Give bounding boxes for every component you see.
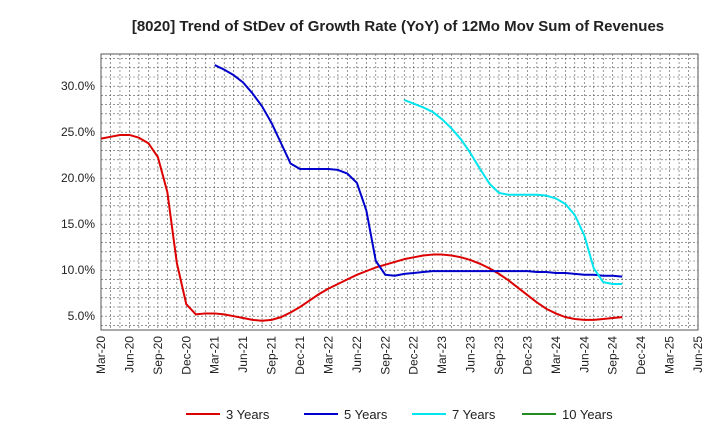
x-tick-label: Dec-21	[293, 336, 307, 375]
legend-label: 10 Years	[562, 407, 613, 422]
legend-label: 3 Years	[226, 407, 270, 422]
x-tick-label: Mar-23	[435, 336, 449, 374]
x-tick-label: Jun-21	[236, 336, 250, 373]
plot-frame	[100, 53, 699, 331]
legend-label: 5 Years	[344, 407, 388, 422]
x-tick-label: Mar-20	[94, 336, 108, 374]
series-line-7-years	[403, 99, 623, 285]
y-tick-label: 10.0%	[61, 263, 95, 277]
legend-label: 7 Years	[452, 407, 496, 422]
x-tick-label: Dec-22	[407, 336, 421, 375]
y-tick-label: 25.0%	[61, 125, 95, 139]
x-tick-label: Mar-21	[208, 336, 222, 374]
y-tick-label: 30.0%	[61, 79, 95, 93]
x-tick-label: Dec-24	[634, 336, 648, 375]
y-tick-label: 5.0%	[68, 309, 96, 323]
y-tick-label: 20.0%	[61, 171, 95, 185]
series-line-5-years	[214, 64, 623, 278]
chart-title: [8020] Trend of StDev of Growth Rate (Yo…	[132, 18, 664, 35]
legend: 3 Years 5 Years 7 Years 10 Years	[186, 407, 613, 422]
x-tick-label: Sep-24	[606, 336, 620, 375]
x-tick-label: Mar-25	[663, 336, 677, 374]
x-tick-label: Jun-24	[577, 336, 591, 373]
x-axis: Mar-20 Jun-20 Sep-20 Dec-20 Mar-21 Jun-21 Sep-…	[94, 336, 705, 375]
y-axis: 5.0% 10.0% 15.0% 20.0% 25.0% 30.0%	[61, 79, 95, 323]
x-tick-label: Sep-21	[265, 336, 279, 375]
x-tick-label: Sep-20	[151, 336, 165, 375]
x-tick-label: Mar-24	[549, 336, 563, 374]
x-tick-label: Dec-20	[179, 336, 193, 375]
x-tick-label: Jun-25	[691, 336, 705, 373]
y-tick-label: 15.0%	[61, 217, 95, 231]
series-line-3-years	[100, 133, 623, 322]
series-layer	[100, 64, 623, 322]
x-tick-label: Jun-23	[464, 336, 478, 373]
x-tick-label: Sep-23	[492, 336, 506, 375]
x-tick-label: Jun-20	[122, 336, 136, 373]
x-tick-label: Mar-22	[321, 336, 335, 374]
grid-lines	[100, 54, 699, 330]
x-tick-label: Sep-22	[378, 336, 392, 375]
x-tick-label: Jun-22	[350, 336, 364, 373]
x-tick-label: Dec-23	[520, 336, 534, 375]
